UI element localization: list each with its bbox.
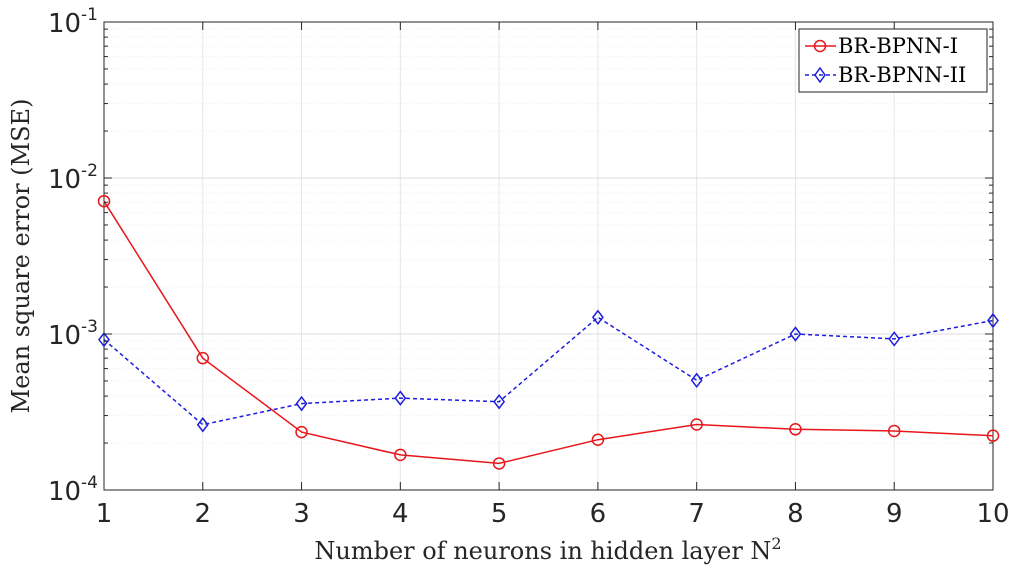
data-point-series-1 [196,351,210,365]
x-tick-label: 6 [590,499,607,529]
data-point-series-2 [98,331,110,348]
x-tick-label: 2 [195,499,212,529]
x-tick-label: 7 [688,499,705,529]
data-point-series-2 [789,326,802,342]
x-tick-label: 1 [96,499,113,529]
x-tick-label: 9 [886,499,903,529]
data-point-series-2 [888,331,901,347]
data-point-series-2 [591,309,604,326]
data-point-series-1 [789,423,802,436]
plot-area-frame [103,21,994,491]
data-point-series-1 [690,418,703,431]
y-tick-label: 10-2 [48,161,98,195]
legend-label-series-2: BR-BPNN-II [838,63,966,87]
y-tick-label: 10-1 [48,5,98,39]
data-point-series-2 [493,393,506,410]
x-tick-label: 8 [787,499,804,529]
data-point-series-1 [986,429,1000,442]
y-tick-exponent: -3 [81,317,98,337]
y-tick-base: 10 [48,9,81,39]
data-point-series-2 [987,312,999,329]
x-axis-label-superscript: 2 [771,534,781,553]
x-tick-label: 5 [491,499,508,529]
y-tick-exponent: -1 [81,5,98,25]
data-point-series-2 [196,417,209,433]
x-tick-label: 3 [293,499,310,529]
data-point-series-2 [690,372,703,389]
y-tick-exponent: -2 [81,161,98,181]
data-point-series-1 [97,194,111,208]
y-tick-base: 10 [48,321,81,351]
legend-label-series-1: BR-BPNN-I [838,34,958,58]
y-axis-label: Mean square error (MSE) [7,99,35,414]
x-axis-label: Number of neurons in hidden layer N2 [314,534,781,565]
y-tick-label: 10-4 [48,473,98,507]
legend: BR-BPNN-I BR-BPNN-II [798,28,988,93]
data-point-series-1 [492,457,506,470]
data-point-series-1 [887,424,901,438]
series-layer [97,194,1000,470]
data-point-series-2 [295,395,308,412]
data-point-series-1 [591,433,605,446]
y-tick-base: 10 [48,165,81,195]
x-tick-label: 10 [976,499,1009,529]
x-axis-label-text: Number of neurons in hidden layer N [314,537,771,565]
series-line-1 [103,200,994,465]
data-point-series-1 [295,425,308,439]
legend-box [798,28,988,93]
series-line-2 [103,316,994,426]
data-point-series-2 [394,390,407,406]
legend-marker-series-1 [813,39,827,53]
y-tick-base: 10 [48,477,81,507]
x-tick-label: 4 [392,499,409,529]
legend-marker-series-2 [814,66,826,84]
y-tick-label: 10-3 [48,317,98,351]
y-tick-exponent: -4 [81,473,98,493]
data-point-series-1 [394,448,407,462]
